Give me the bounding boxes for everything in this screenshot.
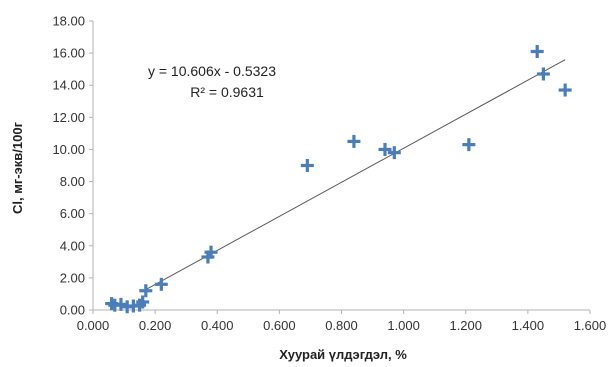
r-squared-label: R² = 0.9631	[190, 84, 264, 100]
x-tick-label: 0.200	[139, 318, 172, 333]
x-axis-title: Хуурай үлдэгдэл, %	[279, 347, 407, 362]
x-tick-label: 1.200	[449, 318, 482, 333]
trendline-equation: y = 10.606x - 0.5323	[148, 63, 276, 79]
y-tick-label: 10.00	[52, 142, 85, 157]
data-point	[114, 297, 128, 311]
data-point	[378, 142, 392, 156]
y-tick-label: 8.00	[60, 174, 85, 189]
x-axis-tick-labels: 0.000 0.200 0.400 0.600 0.800 1.000 1.200 1.400…	[77, 318, 607, 333]
plot-area	[89, 20, 591, 314]
data-point	[300, 159, 314, 172]
data-point	[530, 45, 544, 59]
data-point	[139, 284, 153, 298]
y-tick-label: 16.00	[52, 46, 85, 61]
y-axis-title: Cl, мг-экв/100г	[10, 121, 25, 214]
x-tick-label: 0.000	[77, 318, 110, 333]
x-tick-label: 1.600	[574, 318, 607, 333]
data-point	[387, 146, 401, 160]
y-tick-label: 0.00	[60, 303, 85, 318]
y-tick-label: 12.00	[52, 110, 85, 125]
data-point	[154, 277, 168, 291]
data-point	[347, 134, 361, 148]
data-points	[105, 45, 572, 314]
y-tick-label: 6.00	[60, 206, 85, 221]
x-tick-label: 0.800	[325, 318, 358, 333]
y-axis-tick-labels: 0.00 2.00 4.00 6.00 8.00 10.00 12.00 14.00 16.00…	[52, 14, 85, 318]
y-tick-label: 14.00	[52, 78, 85, 93]
x-tick-label: 1.400	[512, 318, 545, 333]
data-point	[536, 67, 550, 81]
data-point	[204, 245, 218, 259]
x-tick-label: 0.400	[201, 318, 234, 333]
data-point	[462, 138, 476, 152]
y-tick-label: 2.00	[60, 270, 85, 285]
data-point	[558, 83, 572, 97]
x-tick-label: 1.000	[387, 318, 420, 333]
y-tick-label: 18.00	[52, 14, 85, 29]
data-point	[136, 295, 150, 309]
y-tick-label: 4.00	[60, 238, 85, 253]
x-tick-label: 0.600	[263, 318, 296, 333]
